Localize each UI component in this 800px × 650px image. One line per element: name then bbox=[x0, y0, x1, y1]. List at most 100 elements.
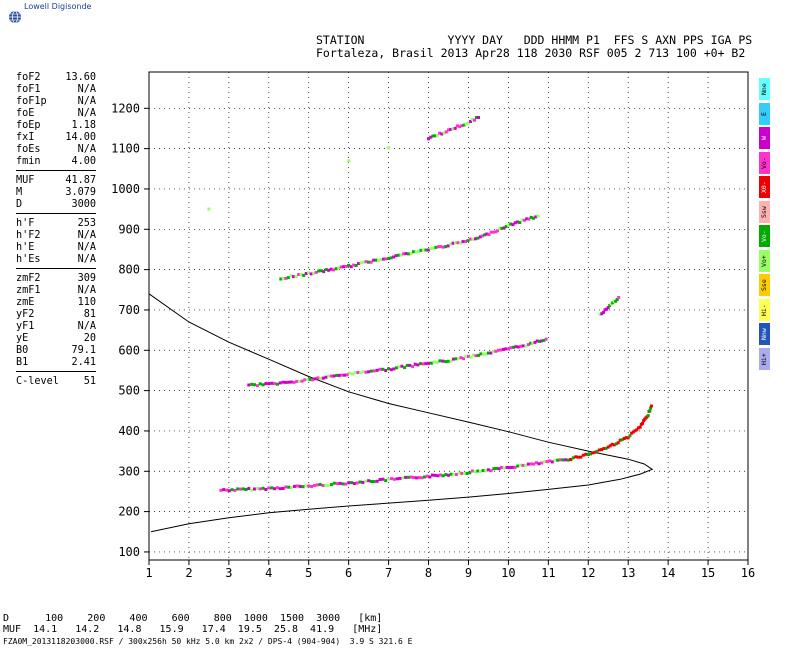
echo-point bbox=[372, 369, 376, 373]
echo-point bbox=[589, 452, 592, 456]
echo-point bbox=[454, 357, 458, 361]
param-row: fmin 4.00 bbox=[16, 156, 96, 168]
echo-point bbox=[444, 245, 448, 249]
echo-point bbox=[431, 473, 434, 477]
echo-point bbox=[267, 382, 271, 386]
echo-point bbox=[340, 373, 344, 377]
param-row: foF1p N/A bbox=[16, 96, 96, 108]
echo-point bbox=[313, 377, 317, 381]
echo-point bbox=[469, 119, 472, 123]
echo-point bbox=[489, 230, 493, 234]
echo-point bbox=[446, 244, 450, 248]
echo-point bbox=[295, 484, 299, 488]
echo-point bbox=[349, 265, 353, 269]
echo-point bbox=[310, 485, 314, 488]
echo-point bbox=[476, 236, 480, 240]
echo-point bbox=[457, 471, 461, 475]
param-value: 13.60 bbox=[65, 72, 96, 83]
echo-point bbox=[649, 404, 653, 408]
echo-point bbox=[422, 248, 425, 252]
echo-point bbox=[516, 464, 520, 468]
echo-point bbox=[638, 425, 642, 429]
echo-point bbox=[497, 467, 501, 471]
param-row: h'F2 N/A bbox=[16, 230, 96, 242]
echo-point bbox=[308, 377, 312, 381]
echo-point bbox=[309, 272, 313, 276]
echo-point bbox=[334, 267, 338, 271]
echo-point bbox=[293, 484, 296, 488]
echo-point bbox=[616, 441, 620, 445]
param-row: fxI 14.00 bbox=[16, 132, 96, 144]
echo-point bbox=[540, 461, 544, 465]
echo-point bbox=[319, 376, 323, 380]
echo-point bbox=[361, 480, 365, 484]
echo-point bbox=[219, 488, 223, 492]
echo-point bbox=[586, 453, 590, 457]
echo-point bbox=[370, 480, 373, 483]
echo-point bbox=[525, 217, 529, 221]
echo-point bbox=[524, 463, 528, 467]
echo-point bbox=[472, 353, 475, 357]
echo-point bbox=[401, 476, 405, 480]
echo-point bbox=[281, 277, 285, 280]
legend-label: E bbox=[760, 111, 768, 116]
echo-point bbox=[433, 473, 437, 477]
electron-density-profile bbox=[148, 293, 654, 533]
echo-point bbox=[230, 488, 234, 492]
echo-point bbox=[299, 273, 303, 276]
echo-point bbox=[233, 488, 237, 492]
param-row: C-level 51 bbox=[16, 376, 96, 388]
echo-point bbox=[593, 450, 597, 454]
echo-point bbox=[522, 218, 526, 222]
echo-point bbox=[449, 359, 453, 363]
echo-point bbox=[601, 310, 605, 314]
echo-point bbox=[453, 126, 457, 130]
parameter-panel: foF2 13.60 foF1 N/A foF1p N/A foE N/A foEp 1.18 fx… bbox=[16, 72, 96, 388]
echo-point bbox=[261, 486, 265, 490]
legend-swatch: Nnw bbox=[759, 323, 770, 345]
echo-point bbox=[556, 458, 560, 462]
echo-point bbox=[558, 458, 562, 462]
echo-point bbox=[483, 233, 487, 237]
param-row: M 3.079 bbox=[16, 187, 96, 199]
x-tick-label: 7 bbox=[385, 566, 392, 580]
param-value: N/A bbox=[77, 230, 96, 241]
echo-point bbox=[387, 477, 391, 481]
echo-point bbox=[311, 378, 315, 382]
legend-swatch: X0- bbox=[759, 176, 770, 198]
echo-point bbox=[427, 248, 430, 252]
echo-point bbox=[253, 383, 256, 387]
echo-point bbox=[425, 474, 429, 478]
echo-point bbox=[241, 487, 245, 491]
echo-point bbox=[469, 237, 472, 241]
param-separator bbox=[16, 213, 96, 214]
echo-point bbox=[412, 250, 416, 254]
echo-point bbox=[489, 351, 493, 355]
echo-point bbox=[417, 249, 421, 253]
echo-point bbox=[324, 375, 328, 379]
echo-point bbox=[606, 306, 610, 310]
x-tick-label: 3 bbox=[225, 566, 232, 580]
echo-point bbox=[389, 256, 393, 260]
echo-point bbox=[431, 134, 435, 138]
echo-point bbox=[397, 365, 401, 369]
echo-point bbox=[432, 360, 436, 364]
echo-point bbox=[529, 215, 533, 219]
echo-point bbox=[369, 260, 373, 264]
echo-point bbox=[610, 442, 614, 446]
echo-point bbox=[494, 230, 497, 234]
echo-point bbox=[535, 339, 539, 343]
echo-point bbox=[312, 484, 316, 487]
param-value: N/A bbox=[77, 254, 96, 265]
echo-point bbox=[635, 428, 639, 432]
legend-swatch: Vo- bbox=[759, 225, 770, 247]
echo-point bbox=[279, 277, 283, 281]
echo-point bbox=[500, 465, 504, 469]
echo-point bbox=[301, 485, 305, 489]
echo-point bbox=[606, 445, 610, 449]
param-key: foEs bbox=[16, 144, 41, 155]
y-tick-label: 100 bbox=[118, 545, 140, 559]
echo-point bbox=[536, 214, 540, 218]
x-tick-label: 5 bbox=[305, 566, 312, 580]
echo-point bbox=[414, 250, 418, 254]
